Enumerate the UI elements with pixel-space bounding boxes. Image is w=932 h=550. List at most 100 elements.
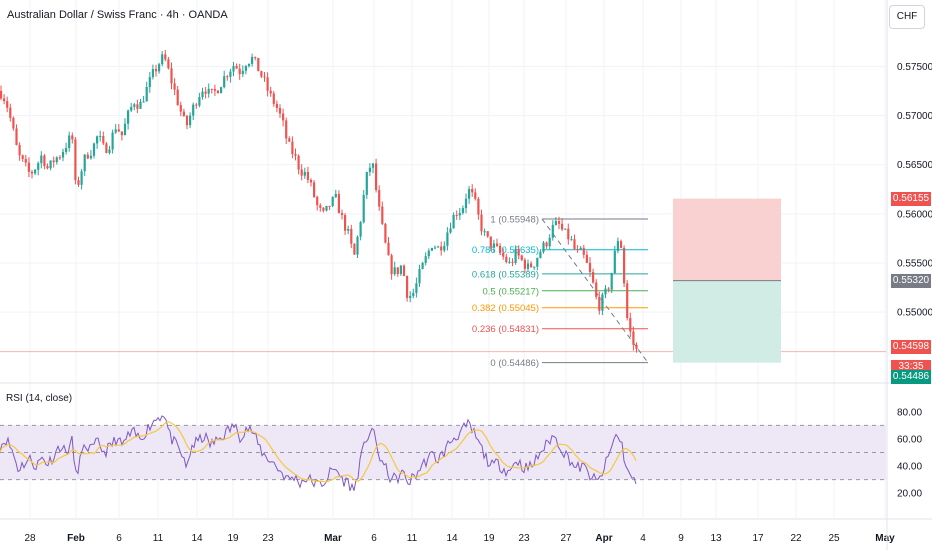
- rsi-axis-label: 40.00: [897, 462, 922, 473]
- candle-body: [12, 117, 15, 129]
- time-axis-label: 13: [710, 533, 722, 544]
- candle-body: [415, 283, 418, 293]
- candle-body: [440, 246, 443, 251]
- candle-body: [573, 239, 576, 250]
- candle-body: [142, 101, 145, 103]
- candle-body: [564, 228, 567, 230]
- candle-body: [114, 129, 117, 133]
- price-axis-label: 0.55000: [897, 308, 932, 319]
- candle-body: [71, 135, 74, 140]
- candle-body: [437, 246, 440, 248]
- candle-body: [418, 269, 421, 284]
- candle-body: [151, 69, 154, 78]
- candle-body: [585, 254, 588, 263]
- candle-body: [92, 143, 96, 156]
- candle-body: [499, 245, 502, 253]
- candle-body: [158, 64, 161, 72]
- candle-body: [170, 68, 173, 84]
- rsi-pane: [0, 415, 886, 492]
- candle-body: [139, 101, 142, 109]
- candle-body: [468, 188, 471, 199]
- candle-body: [120, 131, 123, 136]
- time-axis-label: 6: [116, 533, 122, 544]
- candle-body: [362, 194, 365, 223]
- candle-body: [598, 296, 601, 311]
- fib-level-label: 0.786 (0.55635): [472, 245, 539, 256]
- candle-body: [449, 228, 452, 233]
- candle-body: [517, 248, 520, 256]
- currency-button[interactable]: CHF: [889, 5, 925, 29]
- rsi-indicator-label[interactable]: RSI (14, close): [6, 393, 73, 404]
- candle-body: [613, 250, 616, 273]
- candle-body: [275, 103, 278, 108]
- candle-body: [458, 212, 461, 216]
- candle-body: [334, 193, 337, 198]
- candle-body: [136, 104, 139, 109]
- candle-body: [207, 88, 210, 94]
- candle-body: [58, 157, 61, 159]
- candle-body: [176, 89, 179, 105]
- candle-body: [37, 163, 40, 170]
- candle-body: [322, 207, 325, 211]
- candle-body: [554, 221, 557, 225]
- short-position-tool[interactable]: [673, 198, 781, 363]
- candle-body: [365, 172, 368, 195]
- candle-body: [433, 247, 437, 249]
- candle-body: [526, 263, 530, 269]
- candle-body: [486, 231, 489, 237]
- candle-body: [15, 128, 18, 146]
- candle-body: [548, 237, 551, 247]
- symbol-title[interactable]: Australian Dollar / Swiss Franc · 4h · O…: [7, 9, 228, 21]
- time-axis-label: 14: [191, 533, 203, 544]
- candle-body: [325, 205, 328, 211]
- candle-body: [254, 56, 257, 58]
- candle-body: [536, 257, 539, 267]
- fib-level-label: 1 (0.55948): [490, 214, 539, 225]
- candle-body: [77, 180, 80, 185]
- candle-body: [514, 248, 517, 263]
- candle-body: [381, 206, 384, 224]
- candle-body: [533, 266, 536, 268]
- candle-body: [384, 223, 387, 243]
- candle-body: [390, 255, 393, 275]
- fib-level-label: 0.382 (0.55045): [472, 303, 539, 314]
- candle-body: [502, 252, 505, 257]
- candle-body: [610, 272, 613, 290]
- fib-level-label: 0.618 (0.55389): [472, 269, 539, 280]
- candle-body: [61, 151, 65, 158]
- candle-body: [288, 138, 291, 142]
- fibonacci-retracement[interactable]: 1 (0.55948) 0.786 (0.55635) 0.618 (0.55389…: [472, 214, 649, 369]
- candle-body: [195, 104, 198, 106]
- candle-body: [198, 97, 201, 106]
- candle-body: [27, 162, 30, 172]
- candle-body: [582, 247, 585, 255]
- candle-body: [145, 87, 148, 102]
- candle-body: [260, 71, 263, 77]
- candle-body: [154, 69, 158, 72]
- candle-body: [34, 169, 37, 174]
- candle-body: [371, 163, 375, 168]
- candle-body: [6, 101, 9, 108]
- candle-body: [505, 256, 508, 263]
- candle-body: [96, 136, 99, 144]
- candle-body: [421, 262, 424, 270]
- candle-body: [480, 214, 483, 232]
- candle-body: [350, 228, 353, 244]
- time-axis-label: 11: [407, 533, 418, 544]
- candle-body: [65, 148, 68, 152]
- candle-body: [189, 115, 192, 126]
- time-axis-label: 4: [640, 533, 646, 544]
- candle-body: [201, 91, 204, 98]
- candle-body: [148, 77, 151, 88]
- candle-body: [294, 154, 297, 156]
- candle-body: [316, 196, 319, 206]
- candle-body: [285, 120, 288, 139]
- candle-body: [375, 163, 378, 190]
- take-profit-zone: [673, 280, 781, 363]
- time-axis-label: 6: [371, 533, 377, 544]
- candle-body: [483, 231, 486, 233]
- candle-body: [409, 295, 412, 298]
- candle-body: [49, 160, 52, 169]
- candle-body: [344, 215, 347, 231]
